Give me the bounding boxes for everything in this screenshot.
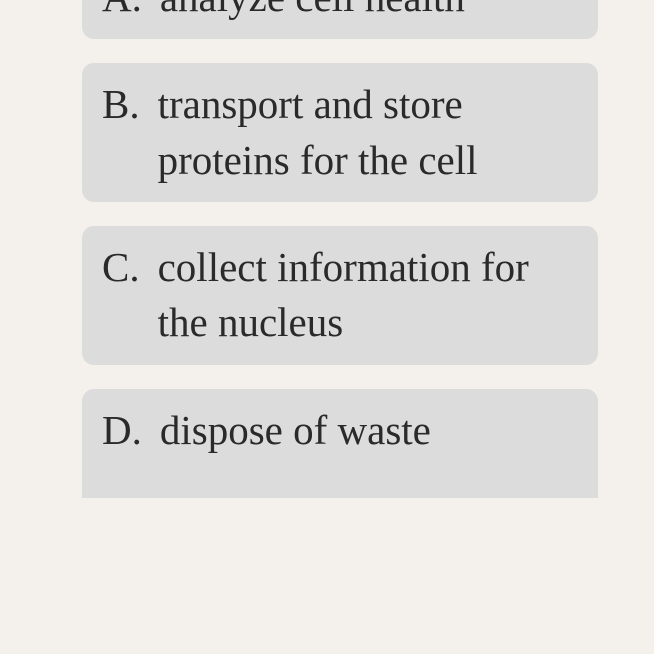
option-text-b: transport and store proteins for the cel… xyxy=(158,77,578,188)
option-d[interactable]: D. dispose of waste xyxy=(82,389,598,498)
option-c[interactable]: C. collect information for the nucleus xyxy=(82,226,598,365)
option-a[interactable]: A. analyze cell health xyxy=(82,0,598,39)
option-letter-c: C. xyxy=(102,240,140,295)
option-letter-d: D. xyxy=(102,403,142,458)
option-b[interactable]: B. transport and store proteins for the … xyxy=(82,63,598,202)
options-container: A. analyze cell health B. transport and … xyxy=(0,0,654,498)
option-text-d: dispose of waste xyxy=(160,403,431,458)
option-text-a: analyze cell health xyxy=(160,0,465,25)
option-text-c: collect information for the nucleus xyxy=(158,240,578,351)
option-letter-a: A. xyxy=(102,0,142,25)
option-letter-b: B. xyxy=(102,77,140,132)
